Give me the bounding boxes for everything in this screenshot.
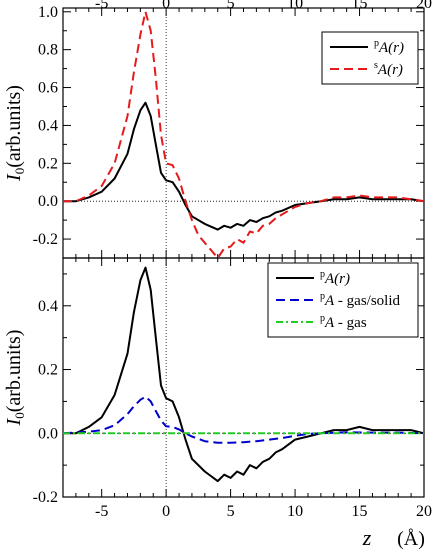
x-tick-label-top: 20 [416, 0, 432, 12]
y-tick-label: 0.8 [38, 42, 58, 59]
legend-label: pA - gas/solid [320, 291, 401, 309]
series-line [62, 395, 425, 444]
y-tick-label: 0.0 [38, 193, 58, 210]
y-tick-label: 0.2 [38, 362, 58, 379]
legend-label: pA(r) [320, 269, 350, 287]
x-tick-label-top: 15 [352, 0, 368, 12]
x-tick-label-top: 5 [227, 0, 235, 12]
legend-box [321, 31, 419, 85]
x-tick-label-top: 0 [162, 0, 170, 12]
y-tick-label: 1.0 [38, 4, 58, 21]
bottom-panel: -5 0 5 10 15 20 -0.2 0.0 0.2 0.4 I0(arb.units) pA(r… [3, 257, 432, 520]
x-tick-label: 0 [162, 503, 170, 520]
x-tick-label: 5 [227, 503, 235, 520]
y-axis-label: I0(arb.units) [3, 330, 27, 427]
legend-label: pA - gas [320, 313, 367, 331]
x-tick-label: 20 [416, 503, 432, 520]
y-tick-label: 0.6 [38, 80, 58, 97]
x-axis-unit: (Å) [397, 528, 425, 550]
x-axis-label: z [362, 525, 372, 550]
series-line [63, 266, 425, 483]
x-tick-label-top: -5 [95, 0, 108, 12]
legend-label: sA(r) [374, 60, 403, 78]
x-axis-title: z (Å) [362, 525, 425, 550]
top-panel: -5 0 5 10 15 20 -0.2 0.0 0.2 0.4 0.6 0.8 1.0 I0(arb.u… [3, 0, 432, 259]
y-tick-label: 0.4 [38, 298, 58, 315]
y-tick-label: 0.4 [38, 117, 58, 134]
y-axis-label: I0(arb.units) [3, 85, 27, 182]
series-line [63, 10, 425, 259]
legend-label: pA(r) [374, 38, 404, 56]
x-tick-label: 15 [352, 503, 368, 520]
y-tick-label: -0.2 [33, 231, 58, 248]
y-tick-label: 0.2 [38, 155, 58, 172]
y-tick-label: 0.0 [38, 425, 58, 442]
y-tick-label: -0.2 [33, 489, 58, 506]
series-line [63, 101, 425, 231]
x-tick-label-top: 10 [287, 0, 303, 12]
x-tick-label: 10 [287, 503, 303, 520]
x-tick-label: -5 [95, 503, 108, 520]
